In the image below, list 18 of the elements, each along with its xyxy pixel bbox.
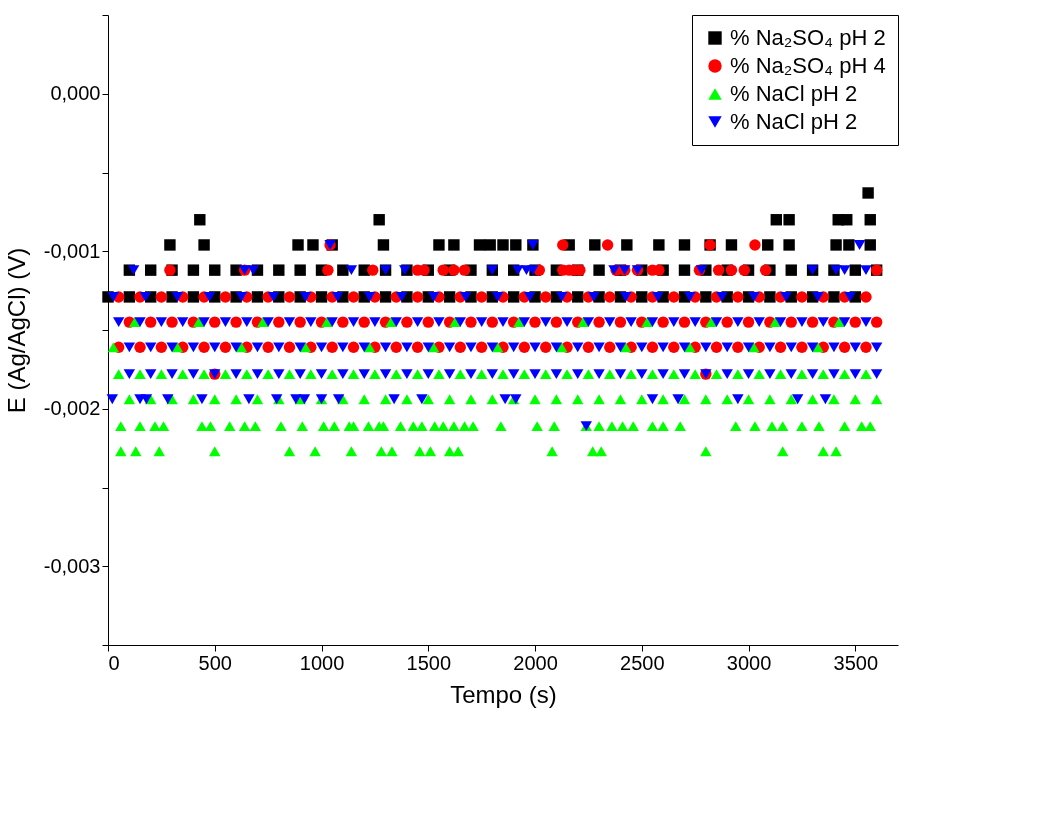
- x-tick-label: 2000: [513, 651, 558, 674]
- y-tick-label: -0,001: [43, 239, 101, 262]
- x-tick-label: 0: [108, 651, 120, 674]
- legend-label: % Na₂SO₄ pH 4: [730, 53, 886, 78]
- x-tick-label: 500: [198, 651, 232, 674]
- y-axis-title: E (Ag/AgCl) (V): [2, 247, 30, 414]
- x-axis-title: Tempo (s): [450, 680, 557, 708]
- y-tick-label: 0,000: [50, 82, 101, 105]
- y-tick-label: -0,002: [43, 397, 101, 420]
- legend-label: % NaCl pH 2: [730, 109, 858, 134]
- legend-label: % NaCl pH 2: [730, 81, 858, 106]
- x-tick-label: 1500: [406, 651, 452, 674]
- x-tick-label: 3500: [833, 651, 879, 674]
- legend-label: % Na₂SO₄ pH 2: [730, 25, 886, 50]
- x-tick-label: 2500: [620, 651, 665, 674]
- x-tick-label: 3000: [726, 651, 772, 674]
- y-tick-label: -0,003: [43, 554, 101, 577]
- x-tick-label: 1000: [299, 651, 345, 674]
